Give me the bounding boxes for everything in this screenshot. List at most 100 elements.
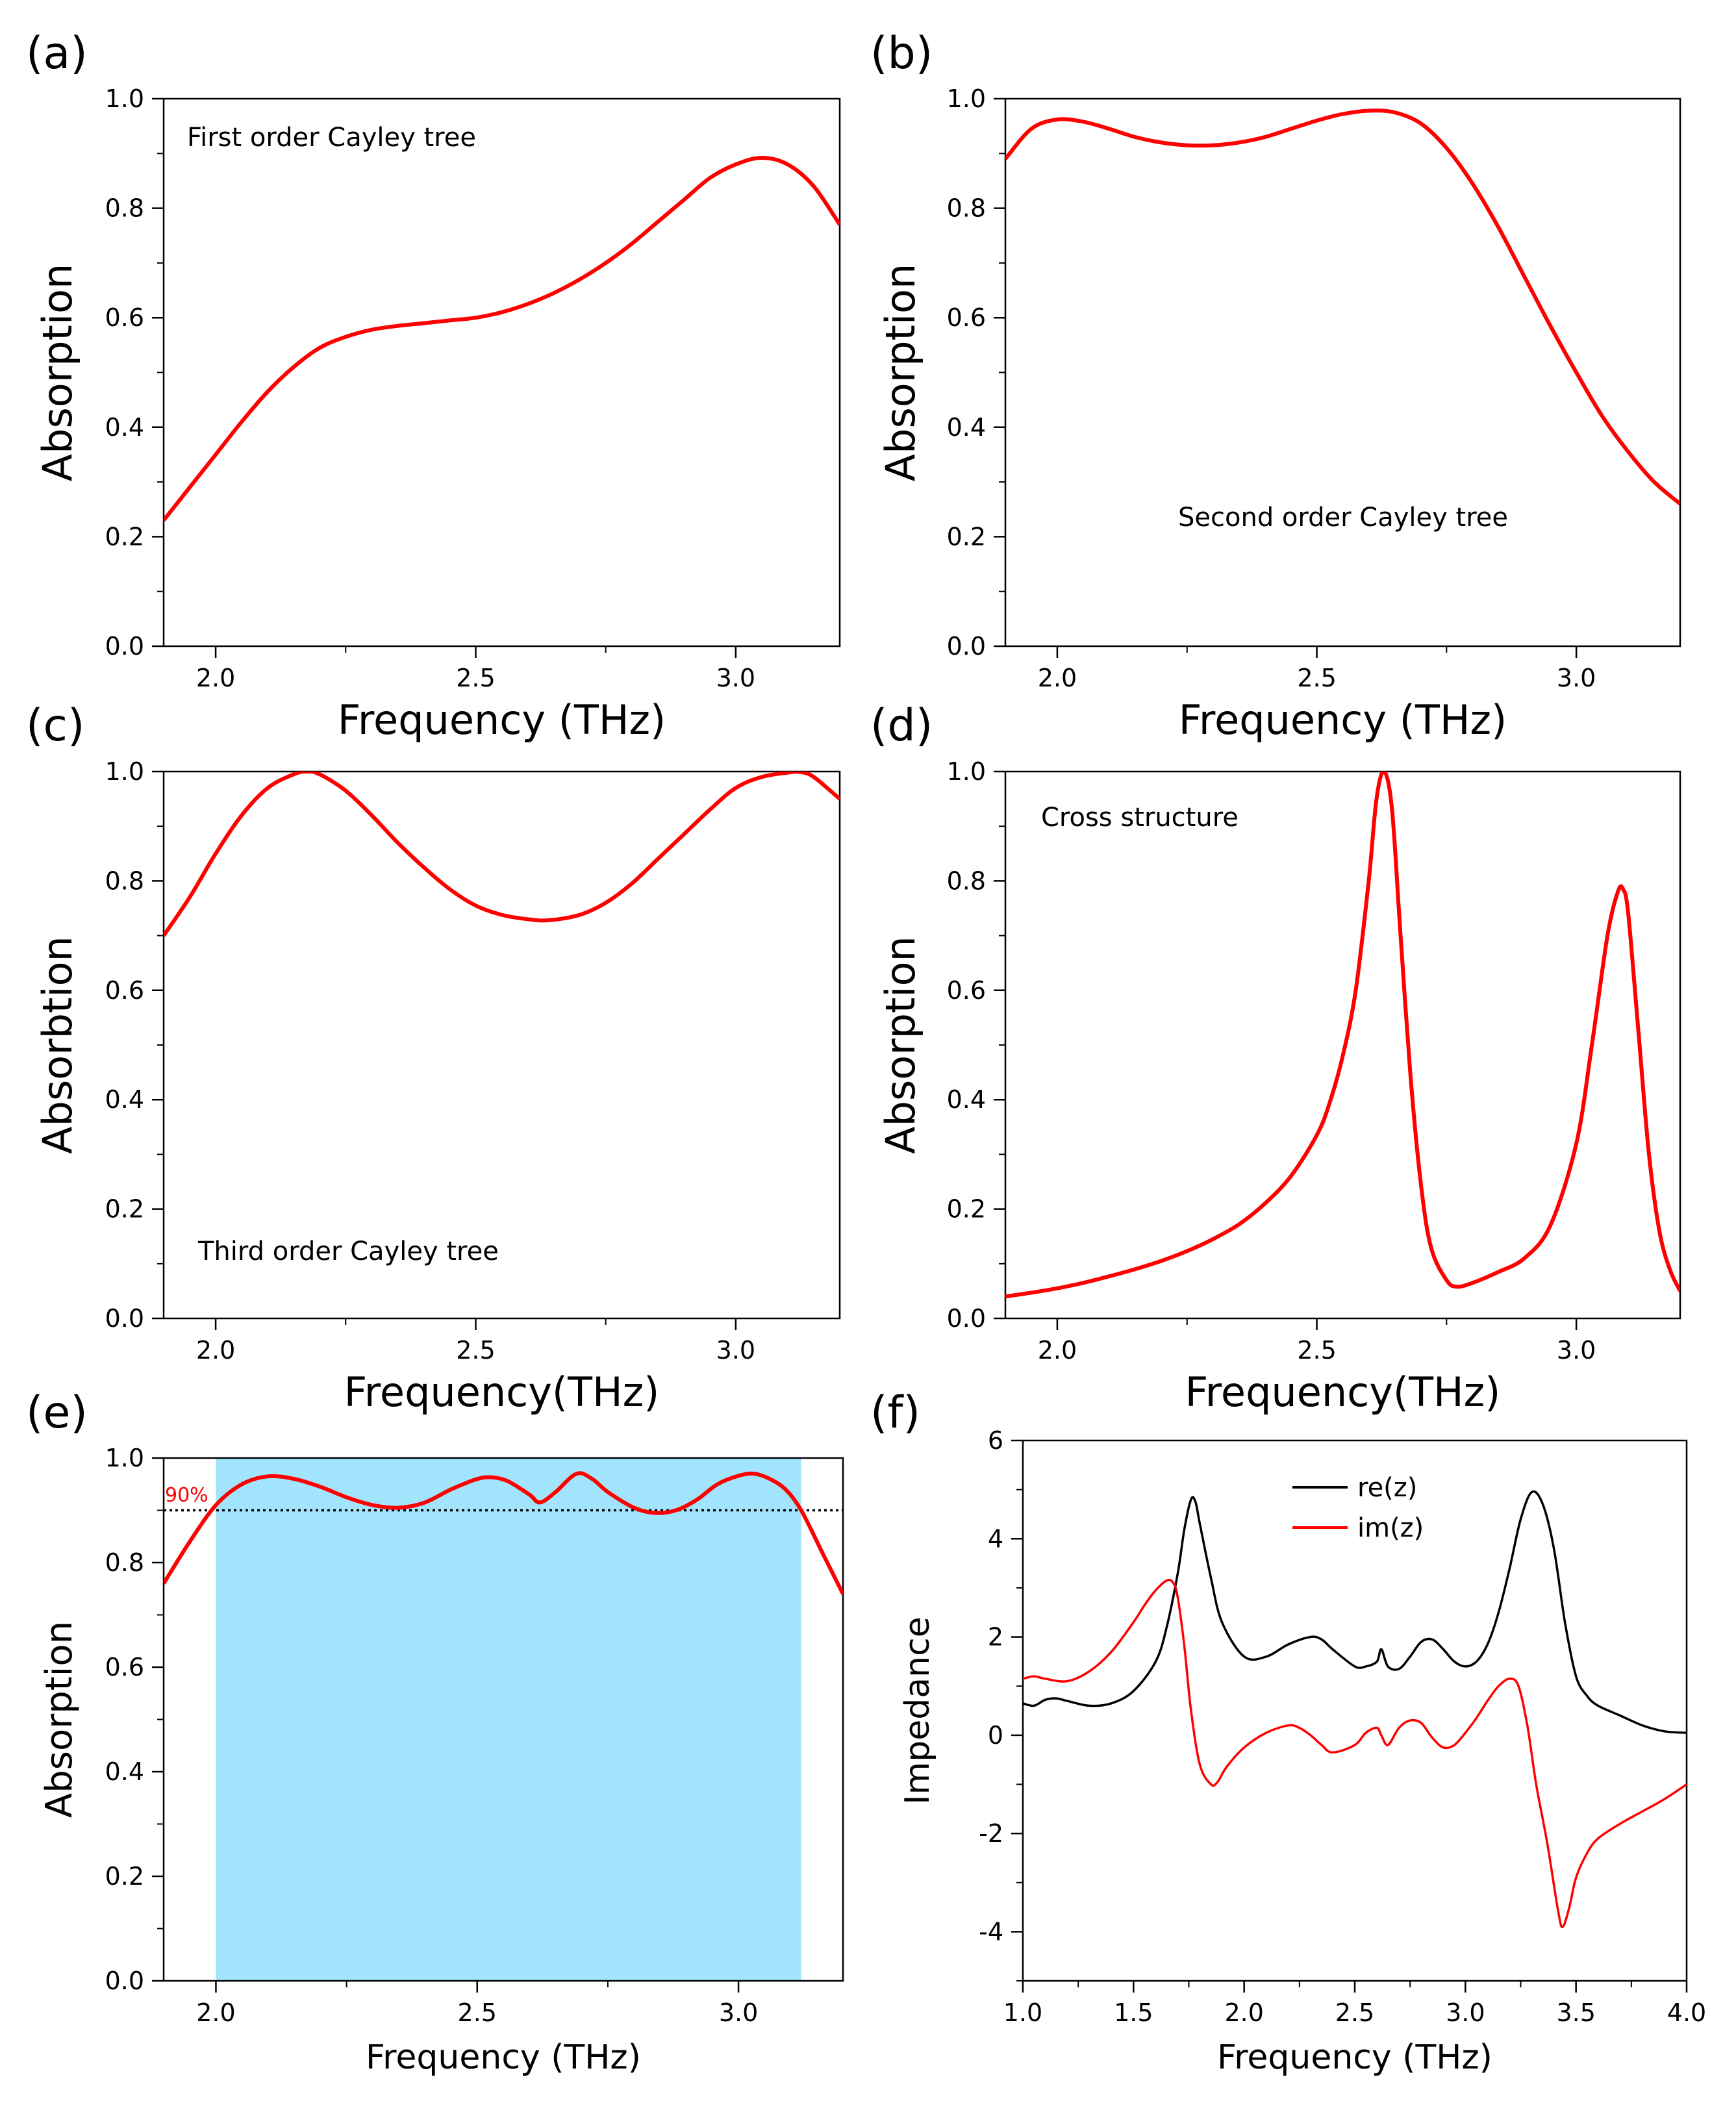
series-line-imz <box>1023 1579 1687 1928</box>
x-tick-label: 2.5 <box>1297 1336 1336 1365</box>
y-axis-title: Absorption <box>877 264 924 482</box>
y-tick-label: 0.6 <box>105 976 144 1005</box>
x-tick-label: 3.0 <box>719 1998 758 2027</box>
y-tick-label: 4 <box>988 1524 1003 1553</box>
x-tick-label: 4.0 <box>1667 1998 1706 2027</box>
plot-frame <box>1004 97 1681 648</box>
y-tick-label: 0.2 <box>947 522 986 551</box>
panel-label: (d) <box>870 700 933 751</box>
y-tick-label: 1.0 <box>105 84 144 113</box>
panel-label: (f) <box>870 1387 920 1439</box>
panel-label: (a) <box>26 28 88 79</box>
threshold-label: 90% <box>165 1484 208 1507</box>
panel-d: 2.0 2.5 3.0 0.0 0.2 0.4 0.6 0.8 1.0 (d) Frequency(… <box>870 700 1681 1416</box>
y-tick-label: 0.8 <box>105 866 144 895</box>
panel-label: (e) <box>26 1387 88 1439</box>
y-tick-label: -4 <box>979 1917 1003 1946</box>
series-line-rez <box>1023 1490 1687 1734</box>
x-tick-label: 2.5 <box>1335 1998 1374 2027</box>
series-line-absorption <box>164 156 840 522</box>
y-tick-label: 0.2 <box>105 1195 144 1224</box>
series-line-absorption <box>1005 772 1680 1299</box>
panel-annotation: First order Cayley tree <box>187 123 476 153</box>
panel-f: 1.0 1.5 2.0 2.5 3.0 3.5 4.0 -4 -2 0 2 4 6 (f) Frequenc… <box>870 1387 1706 2077</box>
x-axis-title: Frequency (THz) <box>338 696 666 744</box>
x-tick-label: 2.0 <box>1038 1336 1077 1365</box>
y-tick-label: 0.6 <box>947 303 986 332</box>
y-tick-label: 0.2 <box>947 1195 986 1224</box>
x-tick-label: 3.0 <box>716 664 755 692</box>
x-tick-label: 3.0 <box>1557 664 1596 692</box>
x-tick-label: 2.0 <box>196 664 235 692</box>
y-tick-label: 0.4 <box>105 413 144 442</box>
x-tick-label: 3.0 <box>1557 1336 1596 1365</box>
x-tick-label: 1.5 <box>1114 1998 1153 2027</box>
y-tick-label: 0.2 <box>105 522 144 551</box>
y-tick-label: 6 <box>988 1426 1003 1455</box>
y-tick-label: 0.6 <box>947 976 986 1005</box>
y-tick-label: 0.4 <box>947 413 986 442</box>
y-axis-title: Absorbtion <box>34 936 81 1154</box>
x-tick-label: 3.5 <box>1556 1998 1595 2027</box>
x-tick-label: 2.5 <box>456 664 495 692</box>
y-tick-label: 0.6 <box>105 303 144 332</box>
y-tick-label: 0.2 <box>105 1862 144 1891</box>
x-tick-label: 3.0 <box>716 1336 755 1365</box>
bandwidth-shaded-region <box>216 1458 801 1981</box>
x-axis-title: Frequency (THz) <box>366 2038 641 2077</box>
x-tick-label: 2.5 <box>1297 664 1336 692</box>
x-tick-label: 2.0 <box>196 1336 235 1365</box>
plot-frame <box>1004 770 1681 1320</box>
plot-frame <box>1022 1439 1688 1982</box>
x-tick-label: 2.0 <box>196 1998 235 2027</box>
panel-label: (b) <box>870 28 933 79</box>
x-axis-title: Frequency (THz) <box>1217 2038 1492 2077</box>
y-tick-label: 1.0 <box>105 1444 144 1472</box>
y-tick-label: 0.8 <box>947 866 986 895</box>
x-axis-title: Frequency(THz) <box>1185 1368 1501 1416</box>
legend-label: re(z) <box>1357 1473 1417 1503</box>
y-tick-label: 0.0 <box>105 1304 144 1333</box>
x-tick-label: 2.5 <box>458 1998 497 2027</box>
panel-annotation: Third order Cayley tree <box>197 1237 499 1266</box>
panel-label: (c) <box>26 700 84 751</box>
y-tick-label: 0.4 <box>105 1757 144 1786</box>
x-tick-label: 1.0 <box>1003 1998 1042 2027</box>
y-tick-label: 1.0 <box>105 757 144 786</box>
y-tick-label: 0.4 <box>105 1085 144 1114</box>
y-tick-label: 0 <box>988 1721 1003 1750</box>
x-tick-label: 2.0 <box>1224 1998 1263 2027</box>
y-tick-label: 2 <box>988 1623 1003 1652</box>
y-axis-title: Impedance <box>898 1617 937 1804</box>
y-tick-label: 0.0 <box>105 1967 144 1995</box>
y-axis-title: Absorption <box>34 264 81 482</box>
y-tick-label: 0.8 <box>947 194 986 223</box>
x-tick-label: 2.0 <box>1038 664 1077 692</box>
series-line-absorption <box>164 1471 843 1595</box>
y-tick-label: 0.0 <box>947 632 986 660</box>
x-tick-label: 3.0 <box>1446 1998 1485 2027</box>
y-axis-title: Absorption <box>38 1621 81 1818</box>
y-tick-label: 0.6 <box>105 1653 144 1681</box>
y-tick-label: 1.0 <box>947 757 986 786</box>
y-tick-label: 0.0 <box>105 632 144 660</box>
y-tick-label: 0.4 <box>947 1085 986 1114</box>
panel-annotation: Cross structure <box>1041 803 1239 833</box>
x-axis-title: Frequency(THz) <box>344 1368 660 1416</box>
y-tick-label: 0.0 <box>947 1304 986 1333</box>
panel-e: 2.0 2.5 3.0 0.0 0.2 0.4 0.6 0.8 1.0 (e) Frequency … <box>26 1387 844 2077</box>
y-tick-label: 0.8 <box>105 194 144 223</box>
plot-frame <box>162 97 841 648</box>
x-tick-label: 2.5 <box>456 1336 495 1365</box>
panel-b: 2.0 2.5 3.0 0.0 0.2 0.4 0.6 0.8 1.0 (b) Frequency … <box>870 28 1681 744</box>
series-line-absorption <box>1005 108 1680 506</box>
series-line-absorption <box>164 772 840 937</box>
panel-a: 2.0 2.5 3.0 0.0 0.2 0.4 0.6 0.8 1.0 (a) Frequency … <box>26 28 841 744</box>
legend-label: im(z) <box>1357 1513 1424 1543</box>
y-tick-label: 1.0 <box>947 84 986 113</box>
y-tick-label: -2 <box>979 1819 1003 1848</box>
panel-annotation: Second order Cayley tree <box>1178 503 1508 533</box>
x-axis-title: Frequency (THz) <box>1179 696 1507 744</box>
y-axis-title: Absorption <box>877 936 924 1154</box>
